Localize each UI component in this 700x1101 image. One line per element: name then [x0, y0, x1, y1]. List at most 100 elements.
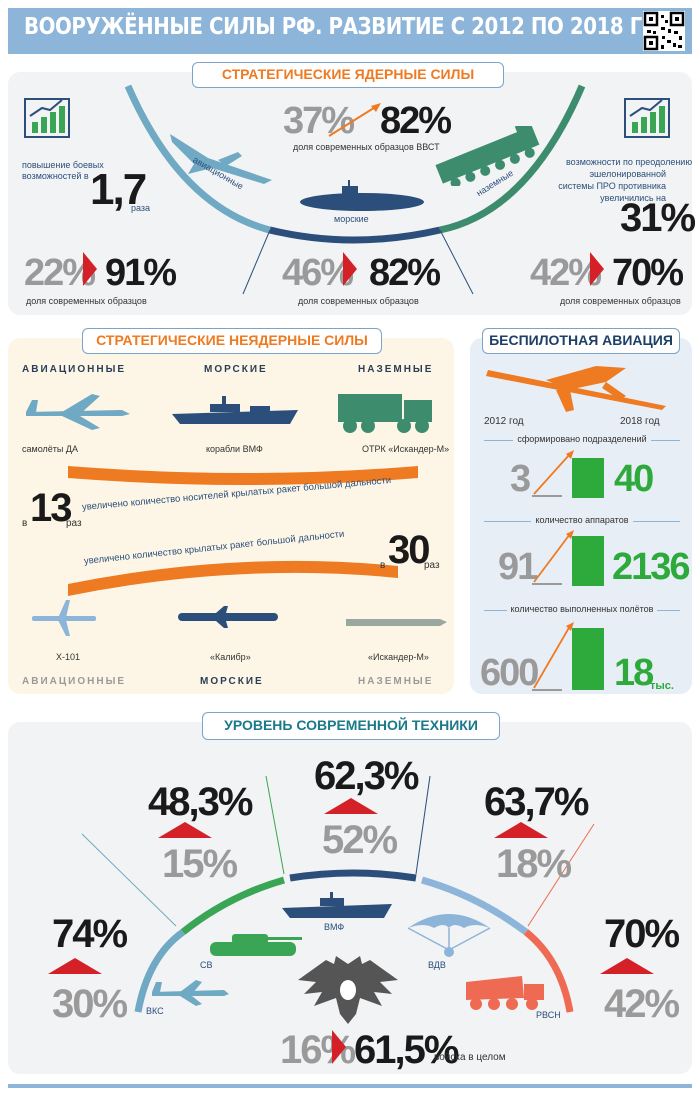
nuclear-right-text-3: системы ПРО противника [558, 181, 666, 191]
air-share-caption: доля современных образцов [26, 296, 147, 306]
vmf-share-to: 62,3% [314, 754, 419, 798]
orange-bands [68, 466, 418, 596]
growth-arrow-icon [328, 103, 381, 137]
fighter-jet-icon [150, 978, 230, 1013]
carriers-prefix: в [22, 518, 28, 529]
nuclear-share-from: 37% [283, 100, 355, 142]
total-share-to: 61,5% [354, 1028, 459, 1072]
uav-flights-to: 18 [614, 652, 654, 694]
sea-share-from: 46% [282, 252, 354, 294]
category-air: АВИАЦИОННЫЕ [22, 364, 127, 375]
rvsn-share-from: 42% [604, 982, 680, 1026]
modern-arc [81, 775, 595, 1013]
rvsn-share-to: 70% [604, 912, 680, 956]
uav-flights-bar [572, 628, 604, 690]
submarine-icon [298, 178, 426, 219]
sea-share-caption: доля современных образцов [298, 296, 419, 306]
label-vks: ВКС [146, 1006, 164, 1016]
sv-share-from: 15% [162, 842, 238, 886]
ground-share-caption: доля современных образцов [560, 296, 681, 306]
page-title: ВООРУЖЁННЫЕ СИЛЫ РФ. РАЗВИТИЕ С 2012 ПО … [24, 14, 676, 40]
uav-year-to: 2018 год [620, 416, 660, 427]
vdv-share-to: 63,7% [484, 780, 589, 824]
parachute-icon [404, 910, 494, 963]
red-up-arrow-icon [324, 798, 378, 814]
tank-icon [204, 928, 304, 967]
missiles-value: 30 [388, 528, 430, 572]
nuclear-right-value: 31% [620, 196, 696, 240]
ground-share-to: 70% [612, 252, 684, 294]
label-sv: СВ [200, 960, 213, 970]
nonnuclear-title: СТРАТЕГИЧЕСКИЕ НЕЯДЕРНЫЕ СИЛЫ [82, 328, 382, 354]
vmf-share-from: 52% [322, 818, 398, 862]
uav-units-bar [572, 458, 604, 498]
missile-sea: «Калибр» [210, 652, 251, 662]
footer-bar [8, 1084, 692, 1088]
growth-arrow-icon [532, 622, 574, 691]
uav-title: БЕСПИЛОТНАЯ АВИАЦИЯ [482, 328, 680, 354]
category-air-bottom: АВИАЦИОННЫЕ [22, 676, 127, 687]
uav-devices-caption: количество аппаратов [531, 515, 633, 525]
growth-chart-icon [24, 98, 70, 143]
nuclear-share-caption: доля современных образцов ВВСТ [293, 142, 440, 152]
ballistic-missile-icon [344, 614, 448, 635]
label-rvsn: РВСН [536, 1010, 561, 1020]
red-arrow-icon [332, 1030, 346, 1064]
item-sea: корабли ВМФ [206, 444, 263, 454]
carriers-unit: раз [66, 518, 82, 529]
uav-flights-unit: тыс. [650, 680, 674, 692]
item-ground: ОТРК «Искандер-М» [362, 444, 450, 454]
cruise-missile-icon [30, 598, 100, 643]
uav-flights-from: 600 [480, 652, 539, 694]
uav-flights-caption: количество выполненных полётов [506, 604, 658, 614]
sea-share-to: 82% [369, 252, 441, 294]
uav-units-caption: сформировано подразделений [513, 434, 651, 444]
growth-chart-icon [624, 98, 670, 143]
growth-arrow-icon [532, 530, 574, 585]
warship-icon [170, 396, 300, 431]
air-share-to: 91% [105, 252, 177, 294]
category-sea-bottom: МОРСКИЕ [200, 676, 264, 687]
category-ground-bottom: НАЗЕМНЫЕ [358, 676, 434, 687]
nuclear-right-text-1: возможности по преодолению [566, 157, 693, 167]
missiles-prefix: в [380, 560, 386, 571]
vks-share-from: 30% [52, 982, 128, 1026]
vdv-share-from: 18% [496, 842, 572, 886]
uav-devices-from: 91 [498, 546, 538, 588]
nuclear-left-text: повышение боевых возможностей в [22, 160, 104, 181]
vks-share-to: 74% [52, 912, 128, 956]
label-vmf: ВМФ [324, 922, 345, 932]
missile-air: Х-101 [56, 652, 81, 662]
total-caption: войска в целом [434, 1052, 506, 1063]
uav-units-to: 40 [614, 458, 654, 500]
mobile-missile-launcher-icon [430, 120, 550, 191]
nuclear-title: СТРАТЕГИЧЕСКИЕ ЯДЕРНЫЕ СИЛЫ [192, 62, 504, 88]
carriers-value: 13 [30, 486, 72, 530]
category-sea: МОРСКИЕ [204, 364, 268, 375]
uav-devices-to: 2136 [612, 546, 691, 588]
red-arrow-icon [590, 252, 604, 286]
uav-devices-bar [572, 536, 604, 586]
nuclear-arc [124, 84, 586, 295]
uav-units-from: 3 [510, 458, 531, 500]
missile-launcher-truck-icon [336, 388, 436, 441]
strategic-bomber-icon [168, 128, 278, 193]
nuclear-label-sea: морские [334, 214, 369, 224]
rocket-launcher-truck-icon [462, 972, 546, 1017]
nuclear-right-text-4: увеличились на [600, 193, 666, 203]
drone-icon [486, 360, 672, 421]
qr-code-icon [643, 11, 685, 51]
bomber-plane-icon [22, 392, 132, 437]
red-up-arrow-icon [158, 822, 212, 838]
header-bar [8, 8, 692, 54]
modern-title: УРОВЕНЬ СОВРЕМЕННОЙ ТЕХНИКИ [202, 712, 500, 740]
growth-arrow-icon [532, 450, 574, 497]
red-up-arrow-icon [600, 958, 654, 974]
eagle-emblem-icon [296, 954, 400, 1031]
red-arrow-icon [343, 252, 357, 286]
category-ground: НАЗЕМНЫЕ [358, 364, 434, 375]
cruise-missile-icon [176, 606, 282, 633]
label-vdv: ВДВ [428, 960, 446, 970]
item-air: самолёты ДА [22, 444, 78, 454]
nuclear-right-text-2: эшелонированной [589, 169, 666, 179]
